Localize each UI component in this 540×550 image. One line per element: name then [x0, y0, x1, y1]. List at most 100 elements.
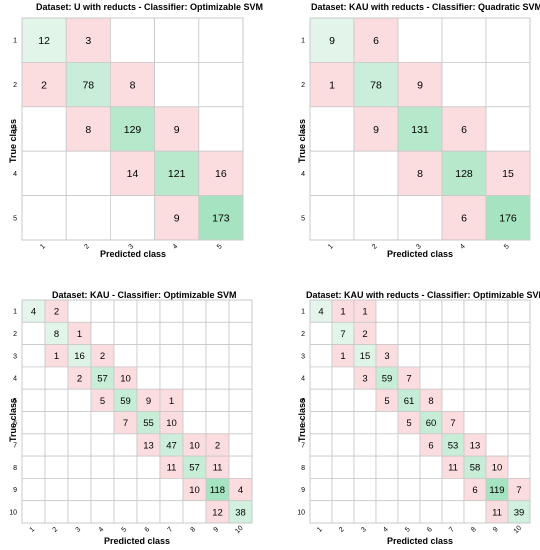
- x-tick-label: 5: [121, 526, 129, 534]
- matrix-cell: [441, 388, 465, 412]
- cell-value: 11: [448, 463, 458, 474]
- matrix-cell: [65, 106, 111, 152]
- y-tick-label: 2: [301, 82, 305, 89]
- y-tick-label: 4: [301, 376, 305, 383]
- matrix-cell: [21, 150, 67, 196]
- matrix-cell: [441, 299, 465, 323]
- x-tick-label: 4: [459, 243, 467, 251]
- cell-value: 55: [143, 418, 154, 429]
- x-tick-label: 1: [316, 526, 324, 534]
- cell-value: 13: [143, 440, 154, 451]
- matrix-cell: [198, 195, 244, 241]
- matrix-cell: [419, 477, 443, 502]
- cell-value: 6: [472, 485, 477, 496]
- x-tick-label: 9: [213, 526, 221, 534]
- x-tick-label: 2: [83, 243, 91, 251]
- matrix-cell: [507, 455, 531, 479]
- cell-value: 47: [166, 440, 177, 451]
- matrix-cell: [507, 411, 531, 435]
- matrix-cell: [375, 455, 399, 479]
- cell-value: 2: [41, 79, 47, 91]
- matrix-cell: [485, 321, 509, 345]
- matrix-cell: [419, 500, 443, 524]
- cell-value: 3: [362, 373, 367, 384]
- matrix-cell: [441, 366, 465, 390]
- matrix-border: [21, 299, 253, 524]
- cell-value: 1: [169, 396, 174, 407]
- matrix-cell: [441, 150, 487, 196]
- cell-value: 9: [329, 35, 335, 47]
- matrix-cell: [419, 366, 443, 390]
- cell-value: 1: [362, 307, 367, 318]
- y-tick-label: 4: [13, 376, 17, 383]
- y-tick-label: 10: [9, 509, 17, 516]
- matrix-cell: [353, 388, 377, 412]
- cell-value: 9: [174, 213, 180, 225]
- cell-value: 4: [31, 307, 36, 318]
- matrix-cell: [485, 388, 509, 412]
- cell-value: 7: [340, 329, 345, 340]
- cell-value: 15: [360, 351, 371, 362]
- matrix-cell: [463, 344, 487, 368]
- cell-value: 12: [38, 35, 50, 47]
- x-tick-label: 7: [448, 526, 456, 534]
- matrix-cell: [441, 321, 465, 345]
- matrix-cell: [309, 17, 355, 63]
- cell-value: 2: [54, 307, 59, 318]
- x-axis-label: Predicted class: [99, 249, 167, 259]
- matrix-cell: [65, 62, 111, 108]
- cell-value: 5: [384, 396, 389, 407]
- cell-value: 11: [213, 463, 223, 474]
- x-tick-label: 4: [172, 243, 180, 251]
- matrix-cell: [397, 500, 421, 524]
- cell-value: 57: [97, 373, 108, 384]
- matrix-cell: [463, 388, 487, 412]
- cell-value: 16: [215, 168, 227, 180]
- cell-value: 53: [448, 440, 459, 451]
- cell-value: 16: [74, 351, 85, 362]
- matrix-cell: [419, 321, 443, 345]
- x-axis-label: Predicted class: [386, 249, 454, 259]
- cell-value: 5: [100, 396, 105, 407]
- matrix-cell: [309, 433, 333, 457]
- cell-value: 59: [120, 396, 131, 407]
- cell-value: 2: [77, 373, 82, 384]
- cell-value: 1: [340, 307, 345, 318]
- cell-value: 10: [120, 373, 131, 384]
- matrix-border: [309, 17, 531, 241]
- matrix-cell: [309, 500, 333, 524]
- matrix-cell: [463, 411, 487, 435]
- y-tick-label: 2: [13, 331, 17, 338]
- matrix-cell: [397, 17, 443, 63]
- matrix-cell: [309, 477, 333, 502]
- matrix-cell: [485, 411, 509, 435]
- matrix-cell: [331, 433, 355, 457]
- matrix-cell: [441, 477, 465, 502]
- cell-value: 9: [174, 124, 180, 136]
- y-tick-label: 10: [297, 509, 305, 516]
- matrix-cell: [419, 344, 443, 368]
- x-tick-label: 6: [144, 526, 152, 534]
- matrix-cell: [353, 62, 399, 108]
- matrix-cell: [353, 411, 377, 435]
- x-tick-label: 3: [128, 243, 136, 251]
- matrix-cell: [309, 366, 333, 390]
- cell-value: 5: [406, 418, 411, 429]
- matrix-cell: [463, 366, 487, 390]
- y-tick-label: 8: [13, 465, 17, 472]
- y-tick-label: 1: [13, 38, 17, 45]
- matrix-cell: [154, 150, 200, 196]
- x-tick-label: 5: [404, 526, 412, 534]
- cell-value: 9: [146, 396, 151, 407]
- matrix-cell: [110, 106, 156, 152]
- cell-value: 78: [82, 79, 94, 91]
- x-tick-label: 1: [327, 243, 335, 251]
- cell-value: 2: [362, 329, 367, 340]
- y-tick-label: 3: [13, 127, 17, 134]
- cell-value: 10: [189, 440, 200, 451]
- cell-value: 128: [455, 168, 473, 180]
- x-tick-label: 2: [338, 526, 346, 534]
- x-tick-label: 4: [98, 526, 106, 534]
- matrix-cell: [65, 17, 111, 63]
